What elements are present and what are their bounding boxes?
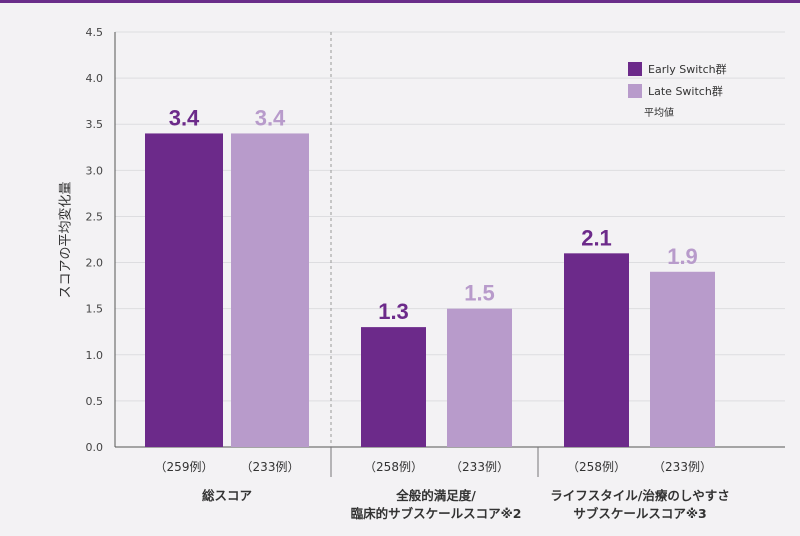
legend: Early Switch群 Late Switch群 平均値 [628, 58, 727, 119]
category-label: サブスケールスコア※3 [573, 506, 706, 521]
count-label: （259例） [155, 460, 214, 474]
y-tick-label: 3.5 [86, 118, 104, 131]
y-axis-label: スコアの平均変化量 [58, 181, 74, 299]
y-tick-label: 1.0 [86, 349, 104, 362]
data-label: 2.1 [581, 225, 612, 250]
y-tick-label: 1.5 [86, 303, 104, 316]
category-label: 全般的満足度/ [395, 488, 476, 503]
bar [145, 133, 223, 447]
count-label: （258例） [364, 460, 423, 474]
count-label: （233例） [653, 460, 712, 474]
y-tick-label: 0.0 [86, 441, 104, 454]
legend-label-early: Early Switch群 [648, 63, 727, 76]
data-label: 1.5 [464, 281, 495, 306]
y-tick-label: 3.0 [86, 164, 104, 177]
category-label: 総スコア [202, 488, 252, 503]
y-tick-label: 4.5 [86, 26, 104, 39]
y-tick-label: 0.5 [86, 395, 104, 408]
bar [650, 271, 715, 447]
count-label: （233例） [450, 460, 509, 474]
data-label: 3.4 [169, 105, 200, 130]
data-label: 1.9 [667, 244, 698, 269]
legend-item-early: Early Switch群 [628, 58, 727, 80]
count-label: （233例） [241, 460, 300, 474]
legend-item-late: Late Switch群 [628, 80, 727, 102]
bar [564, 253, 629, 447]
legend-note: 平均値 [644, 108, 674, 119]
top-accent-line [0, 0, 800, 3]
bar [231, 133, 309, 447]
bar [361, 327, 426, 447]
category-label: 臨床的サブスケールスコア※2 [351, 506, 522, 521]
legend-swatch-early [628, 62, 642, 76]
category-label: ライフスタイル/治療のしやすさ [550, 488, 729, 503]
legend-label-late: Late Switch群 [648, 85, 723, 98]
bar [447, 308, 512, 447]
data-label: 3.4 [255, 105, 286, 130]
data-label: 1.3 [378, 299, 409, 324]
count-label: （258例） [567, 460, 626, 474]
y-tick-label: 2.0 [86, 257, 104, 270]
y-tick-label: 2.5 [86, 210, 104, 223]
legend-swatch-late [628, 84, 642, 98]
y-tick-label: 4.0 [86, 72, 104, 85]
